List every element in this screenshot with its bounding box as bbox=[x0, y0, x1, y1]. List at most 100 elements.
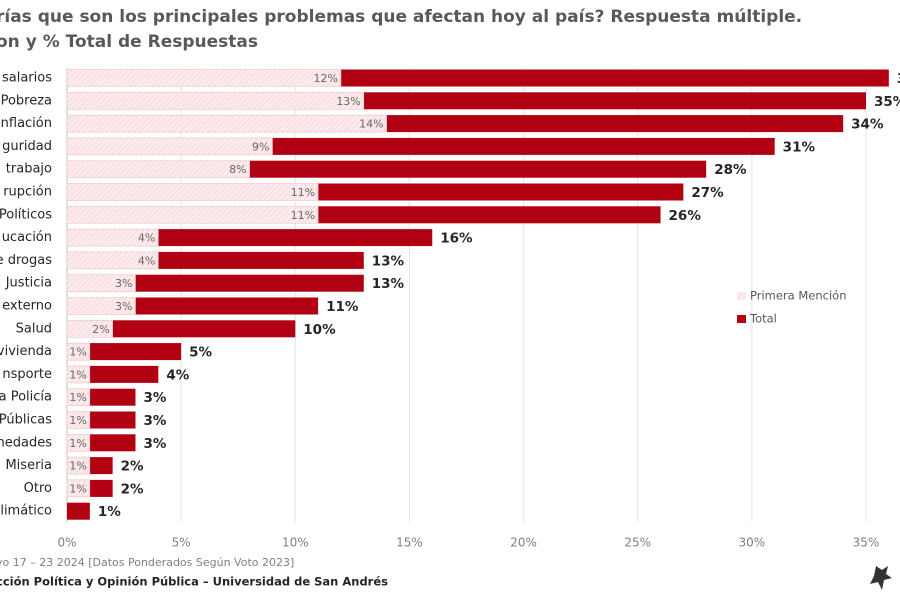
x-tick-label: 25% bbox=[624, 536, 651, 550]
data-label: 2% bbox=[121, 459, 144, 475]
data-label: 8% bbox=[229, 163, 246, 176]
data-label: 35% bbox=[874, 94, 900, 110]
chart-title: rías que son los principales problemas q… bbox=[0, 7, 802, 27]
data-label: 13% bbox=[372, 253, 405, 269]
y-tick-label: e drogas bbox=[0, 253, 52, 268]
bar bbox=[66, 456, 91, 475]
data-label: 27% bbox=[691, 185, 724, 201]
x-tick-label: 30% bbox=[739, 536, 766, 550]
data-label: 28% bbox=[714, 162, 747, 178]
x-tick-label: 20% bbox=[510, 536, 537, 550]
source-note: yo 17 – 23 2024 [Datos Ponderados Según … bbox=[0, 556, 294, 569]
data-label: 5% bbox=[189, 345, 212, 361]
y-tick-label: limático bbox=[0, 504, 52, 519]
data-label: 34% bbox=[851, 117, 884, 133]
data-label: 36% bbox=[897, 71, 900, 87]
data-label: 11% bbox=[291, 186, 315, 199]
bar bbox=[66, 251, 159, 270]
bar bbox=[66, 342, 91, 361]
bar bbox=[66, 319, 113, 338]
y-tick-label: nsporte bbox=[2, 367, 52, 382]
legend-label: Primera Mención bbox=[750, 289, 847, 303]
bar bbox=[66, 388, 91, 407]
y-tick-label: rupción bbox=[3, 185, 52, 200]
y-tick-label: salarios bbox=[2, 71, 52, 86]
data-label: 13% bbox=[336, 95, 360, 108]
x-tick-label: 5% bbox=[172, 536, 191, 550]
legend-swatch bbox=[737, 292, 746, 300]
y-tick-label: medades bbox=[0, 435, 52, 450]
data-label: 1% bbox=[98, 504, 121, 520]
data-label: 26% bbox=[669, 208, 702, 224]
y-tick-label: vivienda bbox=[0, 344, 52, 359]
y-tick-label: Pobreza bbox=[1, 93, 52, 108]
data-label: 11% bbox=[291, 209, 315, 222]
bar bbox=[66, 479, 91, 498]
data-label: 2% bbox=[121, 481, 144, 497]
data-label: 10% bbox=[303, 322, 336, 338]
bar bbox=[66, 183, 319, 201]
bar bbox=[67, 502, 90, 520]
data-label: 13% bbox=[372, 276, 405, 292]
y-tick-label: Salud bbox=[16, 321, 52, 336]
x-tick-label: 10% bbox=[282, 536, 309, 550]
x-tick-label: 0% bbox=[57, 536, 76, 550]
bar bbox=[67, 274, 364, 292]
y-tick-label: Políticos bbox=[0, 207, 52, 222]
y-tick-label: trabajo bbox=[6, 162, 52, 177]
y-tick-label: ucación bbox=[2, 230, 52, 245]
footer: cción Política y Opinión Pública – Unive… bbox=[0, 575, 388, 589]
legend-swatch bbox=[737, 315, 746, 323]
bar bbox=[66, 411, 91, 429]
y-tick-label: a Policía bbox=[0, 390, 52, 405]
data-label: 31% bbox=[783, 139, 816, 155]
bar bbox=[66, 297, 136, 315]
data-label: 12% bbox=[313, 72, 337, 85]
bar bbox=[66, 69, 342, 87]
data-label: 3% bbox=[115, 277, 132, 290]
data-label: 9% bbox=[252, 140, 269, 153]
data-label: 1% bbox=[69, 414, 86, 427]
data-label: 16% bbox=[440, 231, 473, 247]
bar bbox=[67, 343, 182, 361]
data-label: 3% bbox=[143, 413, 166, 429]
y-tick-label: Otro bbox=[24, 481, 52, 496]
data-label: 1% bbox=[69, 391, 86, 404]
y-tick-label: Públicas bbox=[0, 413, 52, 428]
y-tick-label: guridad bbox=[2, 139, 52, 154]
bar bbox=[66, 228, 159, 247]
bar bbox=[66, 160, 250, 178]
bar bbox=[66, 274, 136, 293]
data-label: 3% bbox=[143, 390, 166, 406]
data-label: 11% bbox=[326, 299, 359, 315]
data-label: 4% bbox=[166, 367, 189, 383]
data-label: 1% bbox=[69, 482, 86, 495]
y-tick-label: externo bbox=[2, 299, 52, 314]
data-label: 1% bbox=[69, 368, 86, 381]
data-label: 4% bbox=[138, 232, 155, 245]
bar bbox=[66, 92, 365, 110]
bar bbox=[66, 433, 91, 452]
data-label: 4% bbox=[138, 254, 155, 267]
legend-label: Total bbox=[749, 312, 777, 326]
bar bbox=[66, 365, 91, 384]
bar bbox=[67, 320, 296, 338]
y-tick-label: Miseria bbox=[5, 458, 52, 473]
x-tick-label: 15% bbox=[396, 536, 423, 550]
bar bbox=[66, 206, 319, 224]
y-tick-label: Justicia bbox=[5, 276, 52, 291]
bar bbox=[66, 137, 273, 156]
y-tick-label: nflación bbox=[1, 116, 52, 131]
data-label: 1% bbox=[69, 460, 86, 473]
data-label: 3% bbox=[143, 436, 166, 452]
data-label: 3% bbox=[115, 300, 132, 313]
chart-subtitle: on y % Total de Respuestas bbox=[0, 32, 258, 52]
data-label: 1% bbox=[69, 346, 86, 359]
data-label: 14% bbox=[359, 118, 383, 131]
logo bbox=[870, 566, 892, 590]
data-label: 1% bbox=[69, 437, 86, 450]
data-label: 2% bbox=[92, 323, 109, 336]
bar bbox=[66, 114, 387, 133]
x-tick-label: 35% bbox=[853, 536, 880, 550]
